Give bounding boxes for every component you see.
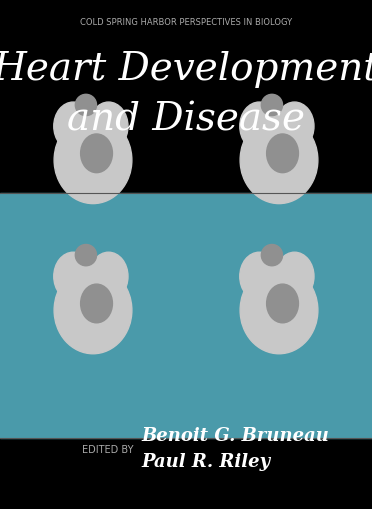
Ellipse shape	[275, 252, 314, 300]
Ellipse shape	[262, 94, 283, 116]
Ellipse shape	[54, 267, 132, 354]
Ellipse shape	[75, 244, 97, 266]
Ellipse shape	[267, 284, 298, 323]
Ellipse shape	[275, 102, 314, 151]
Ellipse shape	[54, 102, 93, 151]
Ellipse shape	[75, 94, 97, 116]
Ellipse shape	[89, 252, 128, 300]
Ellipse shape	[89, 102, 128, 151]
Ellipse shape	[240, 252, 279, 300]
Ellipse shape	[262, 244, 283, 266]
Text: Paul R. Riley: Paul R. Riley	[141, 453, 270, 471]
Text: COLD SPRING HARBOR PERSPECTIVES IN BIOLOGY: COLD SPRING HARBOR PERSPECTIVES IN BIOLO…	[80, 18, 292, 27]
Text: Benoit G. Bruneau: Benoit G. Bruneau	[141, 428, 329, 445]
Ellipse shape	[81, 134, 112, 173]
Ellipse shape	[240, 117, 318, 204]
Text: EDITED BY: EDITED BY	[83, 445, 134, 456]
Ellipse shape	[240, 102, 279, 151]
Ellipse shape	[54, 252, 93, 300]
Text: Heart Development: Heart Development	[0, 51, 372, 88]
Ellipse shape	[240, 267, 318, 354]
Ellipse shape	[81, 284, 112, 323]
Bar	[0, 193, 372, 438]
Ellipse shape	[267, 134, 298, 173]
Text: and Disease: and Disease	[67, 102, 305, 139]
Ellipse shape	[54, 117, 132, 204]
